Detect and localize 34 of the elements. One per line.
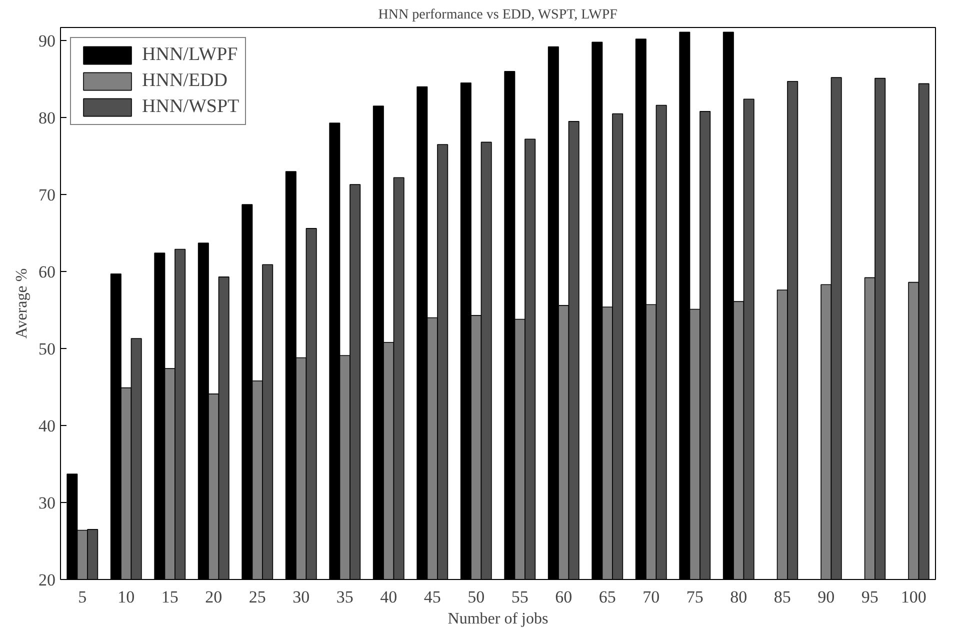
x-tick-label: 25	[248, 588, 266, 606]
legend-label: HNN/LWPF	[142, 44, 238, 66]
legend-label: HNN/WSPT	[142, 96, 240, 118]
y-tick-label: 60	[38, 262, 56, 282]
x-tick-label: 85	[774, 588, 791, 606]
x-tick-label: 60	[555, 588, 572, 606]
x-tick-label: 10	[118, 588, 135, 606]
x-tick-label: 50	[468, 588, 485, 606]
y-tick-label: 80	[38, 108, 56, 128]
y-tick-label: 20	[38, 570, 56, 590]
y-tick-label: 90	[38, 32, 56, 51]
x-tick-label: 20	[205, 588, 222, 606]
legend-label: HNN/EDD	[142, 70, 228, 92]
x-tick-label: 55	[511, 588, 528, 606]
x-tick-label: 80	[730, 588, 748, 606]
x-tick-label: 90	[818, 588, 835, 606]
x-tick-label: 5	[78, 588, 87, 606]
x-tick-label: 35	[336, 588, 354, 606]
chart-title: HNN performance vs EDD, WSPT, LWPF	[378, 8, 618, 22]
x-tick-label: 100	[900, 588, 926, 606]
y-tick-label: 30	[38, 494, 56, 513]
y-tick-label: 40	[38, 416, 56, 436]
y-tick-label: 50	[38, 340, 56, 359]
x-tick-label: 75	[686, 588, 704, 606]
x-tick-label: 15	[161, 588, 178, 606]
x-tick-label: 45	[424, 588, 441, 606]
y-tick-label: 70	[38, 186, 56, 205]
x-axis-title: Number of jobs	[448, 610, 548, 628]
x-tick-label: 40	[380, 588, 398, 606]
x-tick-label: 70	[642, 588, 660, 606]
x-tick-label: 95	[861, 588, 878, 606]
y-axis-title: Average %	[14, 268, 30, 339]
x-tick-label: 30	[292, 588, 310, 606]
x-tick-label: 65	[598, 588, 616, 606]
